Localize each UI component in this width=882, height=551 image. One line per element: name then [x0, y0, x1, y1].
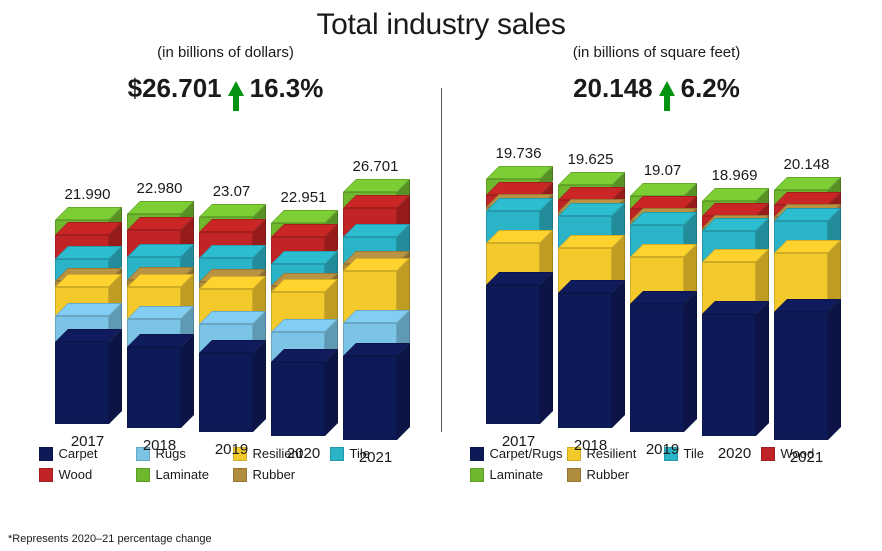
legend-label: Laminate	[490, 467, 543, 482]
panel-sqft: (in billions of square feet) 20.148 6.2%…	[442, 42, 872, 482]
headline-pct: 16.3%	[250, 73, 324, 104]
legend-swatch	[39, 468, 53, 482]
panel-dollars: (in billions of dollars) $26.701 16.3% 2…	[11, 42, 441, 482]
bar-total-label: 19.736	[492, 145, 546, 162]
year-label: 2021	[349, 449, 403, 466]
year-label: 2018	[564, 437, 618, 454]
legend-label: Laminate	[156, 467, 209, 482]
legend-swatch	[330, 447, 344, 461]
segment-carpet	[127, 347, 181, 428]
legend-label: Rubber	[587, 467, 630, 482]
headline-value: 20.148	[573, 73, 653, 104]
segment-carpet	[55, 342, 109, 424]
year-label: 2019	[636, 441, 690, 458]
segment-carpet	[630, 304, 684, 432]
bar-total-label: 19.625	[564, 151, 618, 168]
year-label: 2017	[492, 433, 546, 450]
bar-total-label: 20.148	[780, 156, 834, 173]
page-title: Total industry sales	[0, 0, 882, 42]
bars-dollars: 21.990201722.980201823.07201922.95120202…	[19, 110, 433, 410]
segment-carpet	[774, 312, 828, 440]
legend-swatch	[470, 447, 484, 461]
legend-item-laminate: Laminate	[470, 467, 565, 482]
subtitle-dollars: (in billions of dollars)	[19, 44, 433, 61]
headline-pct: 6.2%	[681, 73, 740, 104]
year-label: 2018	[133, 437, 187, 454]
legend-item-rubber: Rubber	[567, 467, 662, 482]
arrow-up-icon	[659, 81, 675, 96]
charts-row: (in billions of dollars) $26.701 16.3% 2…	[0, 42, 882, 482]
year-label: 2020	[708, 445, 762, 462]
bar-total-label: 26.701	[349, 158, 403, 175]
legend-swatch	[761, 447, 775, 461]
legend-item-wood: Wood	[39, 467, 134, 482]
legend-label: Rubber	[253, 467, 296, 482]
headline-value: $26.701	[128, 73, 222, 104]
segment-carpet	[343, 356, 397, 440]
legend-swatch	[136, 468, 150, 482]
bar-total-label: 23.07	[205, 183, 259, 200]
segment-carpet	[271, 362, 325, 436]
year-label: 2020	[277, 445, 331, 462]
legend-swatch	[470, 468, 484, 482]
legend-item-laminate: Laminate	[136, 467, 231, 482]
segment-carpet	[486, 285, 540, 424]
legend-item-rubber: Rubber	[233, 467, 328, 482]
bar-total-label: 18.969	[708, 167, 762, 184]
arrow-up-icon	[228, 81, 244, 96]
footnote: *Represents 2020–21 percentage change	[8, 533, 212, 545]
year-label: 2019	[205, 441, 259, 458]
bar-total-label: 19.07	[636, 162, 690, 179]
year-label: 2021	[780, 449, 834, 466]
bars-sqft: 19.736201719.625201819.07201918.96920202…	[450, 110, 864, 410]
legend-swatch	[567, 468, 581, 482]
bar-total-label: 22.980	[133, 180, 187, 197]
headline-sqft: 20.148 6.2%	[450, 73, 864, 104]
legend-swatch	[39, 447, 53, 461]
bar-total-label: 22.951	[277, 189, 331, 206]
year-label: 2017	[61, 433, 115, 450]
segment-carpet	[558, 293, 612, 428]
segment-carpet	[199, 353, 253, 432]
legend-label: Wood	[59, 467, 93, 482]
legend-swatch	[233, 468, 247, 482]
segment-carpet	[702, 314, 756, 436]
headline-dollars: $26.701 16.3%	[19, 73, 433, 104]
subtitle-sqft: (in billions of square feet)	[450, 44, 864, 61]
bar-total-label: 21.990	[61, 186, 115, 203]
